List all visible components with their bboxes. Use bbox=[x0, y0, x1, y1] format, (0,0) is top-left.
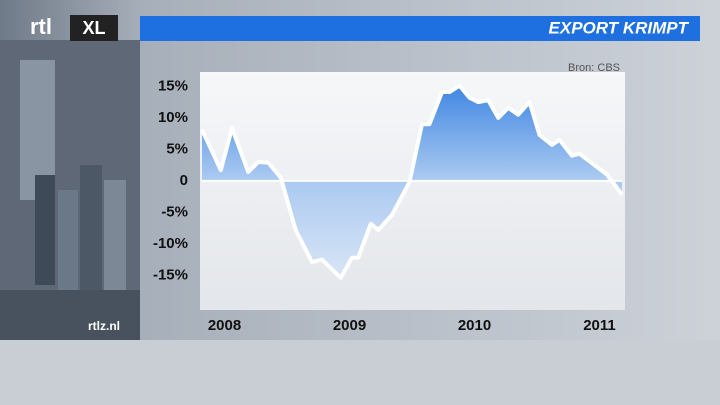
line bbox=[200, 83, 624, 280]
logo-box bbox=[70, 15, 118, 41]
y-tick-label: -5% bbox=[161, 203, 188, 220]
x-tick-label: 2008 bbox=[208, 317, 241, 334]
y-tick-label: -15% bbox=[153, 266, 188, 283]
y-tick-label: 0 bbox=[180, 172, 188, 189]
y-tick-label: 10% bbox=[158, 109, 188, 126]
area bbox=[202, 85, 622, 278]
x-tick-label: 2009 bbox=[333, 317, 366, 334]
y-tick-label: -10% bbox=[153, 235, 188, 252]
source: Bron: CBS bbox=[568, 62, 620, 74]
y-tick-label: 15% bbox=[158, 77, 188, 94]
ship-photo bbox=[0, 40, 140, 340]
logo-rtl: rtl bbox=[30, 14, 52, 39]
website: rtlz.nl bbox=[88, 319, 120, 333]
x-tick-label: 2011 bbox=[583, 317, 616, 334]
y-tick-label: 5% bbox=[166, 140, 188, 157]
x-tick-label: 2010 bbox=[458, 317, 491, 334]
bottom-band bbox=[0, 340, 720, 405]
plot-panel bbox=[200, 72, 625, 310]
title-bar bbox=[140, 16, 700, 41]
logo-xl: XL bbox=[82, 18, 105, 38]
title: EXPORT KRIMPT bbox=[549, 18, 690, 37]
